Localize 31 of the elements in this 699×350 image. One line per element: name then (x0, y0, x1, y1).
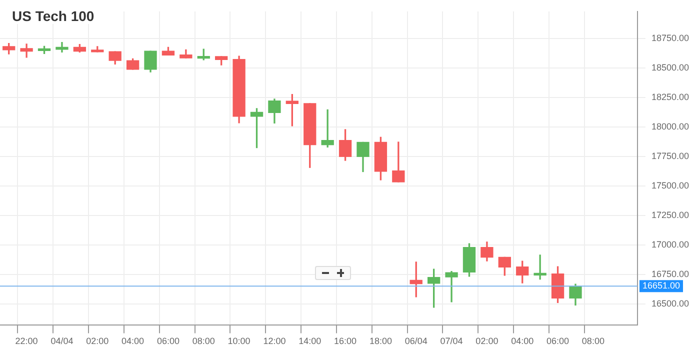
y-tick-label: 18000.00 (651, 121, 690, 132)
y-tick-label: 17000.00 (651, 239, 690, 250)
x-tick-label: 22:00 (15, 336, 38, 346)
x-tick-label: 12:00 (263, 336, 286, 346)
x-tick-label: 08:00 (582, 336, 604, 346)
y-tick-label: 17500.00 (651, 180, 690, 190)
ref-line-label: 16651.00 (642, 280, 680, 291)
x-tick-label: 04:00 (122, 336, 144, 346)
x-tick-label: 07/04 (440, 336, 463, 346)
x-tick-label: 06/04 (404, 336, 428, 346)
x-tick-label: 02:00 (86, 336, 109, 346)
x-tick-label: 08:00 (192, 336, 215, 346)
y-tick-label: 17250.00 (651, 210, 690, 220)
x-tick-label: 10:00 (228, 336, 250, 346)
x-tick-label: 04:00 (511, 336, 534, 346)
y-tick-label: 18250.00 (651, 92, 690, 102)
y-tick-label: 16500.00 (651, 298, 690, 308)
x-tick-label: 14:00 (298, 336, 322, 346)
y-tick-label: 16750.00 (651, 268, 690, 279)
y-tick-label: 17750.00 (651, 150, 690, 161)
chart-title: US Tech 100 (10, 8, 96, 24)
x-tick-label: 06:00 (156, 336, 180, 346)
y-tick-label: 18500.00 (651, 62, 690, 73)
x-tick-label: 18:00 (369, 336, 392, 346)
candlestick (445, 270, 458, 302)
y-tick-label: 18750.00 (651, 33, 690, 44)
x-tick-label: 02:00 (476, 336, 498, 346)
x-tick-label: 16:00 (334, 336, 357, 346)
x-tick-label: 06:00 (546, 336, 570, 346)
x-tick-label: 04/04 (50, 336, 74, 346)
candlestick (534, 254, 546, 280)
